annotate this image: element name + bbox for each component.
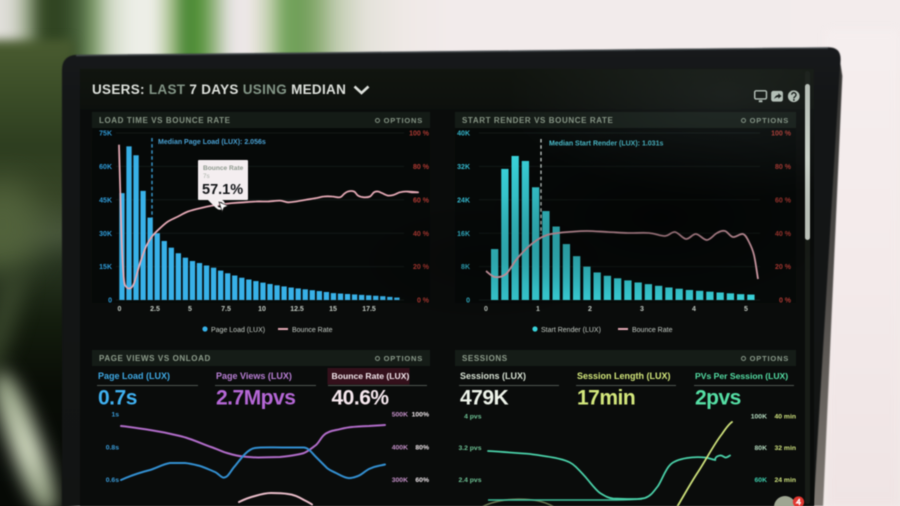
svg-text:0 %: 0 % [779, 298, 792, 305]
svg-text:40 min: 40 min [774, 414, 796, 421]
svg-text:Median Page Load (LUX): 2.056s: Median Page Load (LUX): 2.056s [158, 139, 266, 146]
svg-text:80 %: 80 % [413, 164, 430, 171]
svg-text:0: 0 [108, 298, 112, 305]
svg-text:7.5: 7.5 [221, 306, 231, 313]
svg-text:40K: 40K [457, 131, 470, 138]
svg-text:17.5: 17.5 [362, 306, 376, 313]
svg-text:0: 0 [466, 298, 470, 305]
svg-text:0.8s: 0.8s [106, 445, 119, 452]
svg-text:60 %: 60 % [413, 197, 430, 204]
svg-text:100K: 100K [751, 414, 767, 421]
svg-text:Median Start Render (LUX): 1.0: Median Start Render (LUX): 1.031s [549, 141, 663, 148]
svg-text:3.2 pvs: 3.2 pvs [458, 445, 481, 452]
svg-text:80K: 80K [755, 445, 768, 452]
svg-text:500K: 500K [392, 412, 408, 419]
svg-text:2.7Mpvs: 2.7Mpvs [216, 387, 295, 410]
svg-text:10: 10 [258, 306, 266, 313]
svg-text:40 %: 40 % [413, 231, 430, 238]
svg-text:2pvs: 2pvs [695, 387, 741, 410]
svg-text:Bounce Rate: Bounce Rate [292, 327, 333, 334]
svg-text:Bounce Rate: Bounce Rate [203, 165, 244, 172]
svg-text:80 %: 80 % [775, 164, 792, 171]
svg-text:40 %: 40 % [775, 231, 792, 238]
svg-text:3: 3 [640, 306, 644, 313]
svg-text:0: 0 [118, 306, 122, 313]
svg-text:12.5: 12.5 [290, 306, 304, 313]
svg-text:100 %: 100 % [771, 131, 792, 138]
svg-text:0: 0 [484, 306, 488, 313]
svg-text:4 pvs: 4 pvs [464, 414, 482, 421]
svg-text:Sessions (LUX): Sessions (LUX) [460, 371, 526, 381]
svg-text:24K: 24K [457, 197, 470, 204]
svg-text:20 %: 20 % [775, 264, 792, 271]
svg-text:2: 2 [588, 306, 592, 313]
svg-text:16K: 16K [457, 231, 470, 238]
svg-text:60K: 60K [755, 477, 768, 484]
svg-text:1: 1 [536, 306, 540, 313]
svg-text:15: 15 [329, 306, 337, 313]
svg-text:57.1%: 57.1% [202, 182, 243, 198]
svg-text:Start Render (LUX): Start Render (LUX) [541, 327, 601, 334]
svg-text:0.6s: 0.6s [106, 477, 119, 484]
svg-text:20 %: 20 % [413, 264, 430, 271]
svg-text:80%: 80% [415, 445, 429, 452]
svg-text:60%: 60% [415, 477, 429, 484]
svg-text:2.5: 2.5 [150, 306, 160, 313]
svg-text:30K: 30K [99, 231, 112, 238]
svg-text:Bounce Rate: Bounce Rate [632, 327, 673, 334]
svg-text:5: 5 [744, 306, 748, 313]
svg-text:75K: 75K [99, 131, 112, 138]
svg-text:PVs Per Session (LUX): PVs Per Session (LUX) [695, 371, 788, 381]
svg-text:32 min: 32 min [774, 445, 796, 452]
svg-text:100%: 100% [412, 412, 429, 419]
svg-text:100 %: 100 % [409, 131, 430, 138]
svg-text:4: 4 [692, 306, 696, 313]
svg-text:7s: 7s [203, 173, 210, 180]
svg-text:2.4 pvs: 2.4 pvs [458, 477, 481, 484]
svg-text:15K: 15K [99, 264, 112, 271]
svg-text:60K: 60K [99, 164, 112, 171]
svg-text:40.6%: 40.6% [332, 387, 390, 410]
svg-text:32K: 32K [457, 164, 470, 171]
svg-text:8K: 8K [461, 264, 470, 271]
svg-text:Session Length (LUX): Session Length (LUX) [577, 371, 671, 381]
svg-text:5: 5 [188, 306, 192, 313]
svg-text:400K: 400K [392, 445, 408, 452]
svg-text:479K: 479K [460, 387, 509, 410]
svg-text:Page Views (LUX): Page Views (LUX) [216, 371, 292, 381]
svg-text:17min: 17min [577, 387, 635, 410]
svg-text:60 %: 60 % [775, 197, 792, 204]
svg-text:Page Load (LUX): Page Load (LUX) [211, 327, 265, 334]
svg-text:45K: 45K [99, 197, 112, 204]
svg-text:1s: 1s [111, 412, 119, 419]
svg-text:24 min: 24 min [774, 477, 796, 484]
svg-text:0 %: 0 % [417, 298, 430, 305]
svg-text:Bounce Rate (LUX): Bounce Rate (LUX) [332, 371, 410, 381]
svg-text:Page Load (LUX): Page Load (LUX) [98, 371, 170, 381]
svg-text:0.7s: 0.7s [98, 387, 137, 410]
svg-text:300K: 300K [392, 477, 408, 484]
